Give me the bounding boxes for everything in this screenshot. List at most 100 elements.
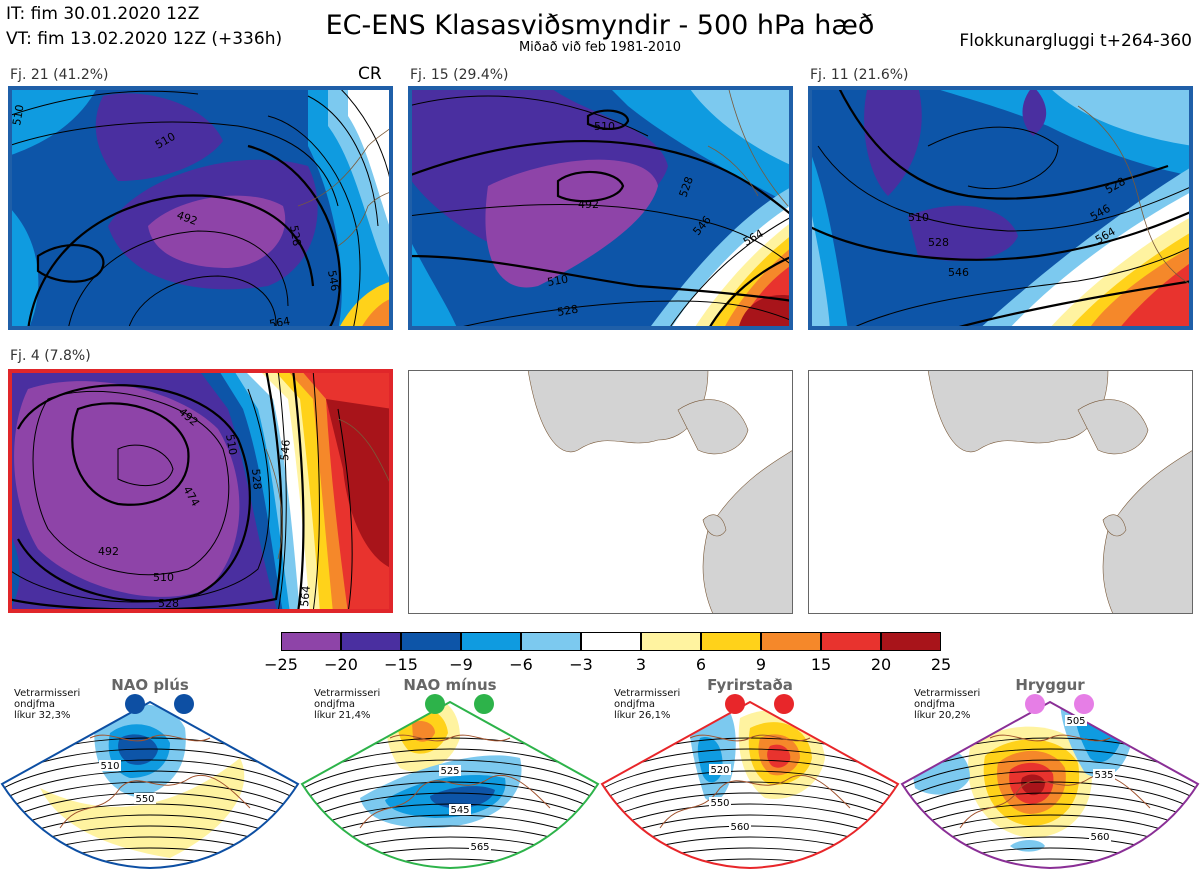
regime-marker xyxy=(474,694,494,714)
height-contour xyxy=(302,792,598,824)
regime-contour-label: 505 xyxy=(1066,716,1085,727)
height-contour xyxy=(602,759,898,791)
height-contour xyxy=(902,858,1198,868)
contour-label: 492 xyxy=(98,545,119,558)
regime-map: 525 545 565 NAO mínus Vetrarmisseri ondjfma … xyxy=(300,676,600,871)
fan-border xyxy=(900,700,1200,870)
height-contour xyxy=(602,858,898,868)
height-contour xyxy=(2,759,298,791)
colorbar-tick-label: −20 xyxy=(324,655,358,674)
regime-map: 505 535 560 Hryggur Vetrarmisseri ondjfma lí… xyxy=(900,676,1200,871)
regime-contour-label: 520 xyxy=(710,765,729,776)
colorbar-tick-label: 25 xyxy=(930,655,952,674)
contour-label: 510 xyxy=(908,211,929,224)
contour-label: 528 xyxy=(249,468,264,490)
coastline xyxy=(959,734,1151,829)
regime-fan-map: 525 545 565 xyxy=(300,694,600,870)
contour-label-bg xyxy=(99,760,121,771)
regime-probability-note: Vetrarmisseri ondjfma líkur 32,3% xyxy=(14,688,81,721)
fan-border xyxy=(300,700,600,870)
regime-contour-label: 560 xyxy=(1090,832,1109,843)
panel-frame xyxy=(8,86,393,330)
contour-label-bg xyxy=(134,793,156,804)
colorbar-tick-label: 3 xyxy=(635,655,647,674)
colorbar-bin xyxy=(281,632,341,651)
colorbar-bin xyxy=(761,632,821,651)
contour-label: 510 xyxy=(10,104,26,127)
regime-contour-label: 535 xyxy=(1094,770,1113,781)
colorbar-tick-label: −15 xyxy=(384,655,418,674)
height-contour xyxy=(302,781,598,813)
height-contour xyxy=(902,770,1198,802)
regime-fan-map: 520 550 560 xyxy=(600,694,900,870)
regime-marker xyxy=(725,694,745,714)
contour-label: 546 xyxy=(325,269,341,292)
regime-contour-label: 525 xyxy=(440,766,459,777)
empty-map-5 xyxy=(408,370,793,614)
height-contour xyxy=(602,792,898,824)
chart-title: EC-ENS Klasasviðsmyndir - 500 hPa hæð xyxy=(325,10,875,41)
cluster-title-2: Fj. 15 (29.4%) xyxy=(410,67,509,83)
valid-time: VT: fim 13.02.2020 12Z (+336h) xyxy=(6,29,283,49)
contour-label-bg xyxy=(1065,715,1087,726)
regime-probability-note: Vetrarmisseri ondjfma líkur 21,4% xyxy=(314,688,381,721)
regime-probability-note: Vetrarmisseri ondjfma líkur 20,2% xyxy=(914,688,981,721)
coastline xyxy=(359,734,551,829)
height-contour xyxy=(602,781,898,813)
regime-name: NAO mínus xyxy=(403,676,497,694)
colorbar-bin xyxy=(581,632,641,651)
regime-probability-note: Vetrarmisseri ondjfma líkur 26,1% xyxy=(614,688,681,721)
cluster-map-1: 510 492 528 546 564 510 xyxy=(8,86,393,330)
contour-label: 546 xyxy=(948,266,969,279)
regime-marker xyxy=(174,694,194,714)
cluster-map-4: 492 474 510 528 546 564 492 510 528 xyxy=(8,369,393,613)
height-contour xyxy=(902,792,1198,824)
height-contour xyxy=(602,770,898,802)
contour-label: 546 xyxy=(278,439,293,461)
colorbar-tick-label: −3 xyxy=(569,655,593,674)
cluster-map-3: 510 528 546 564 528 546 xyxy=(808,86,1193,330)
height-contour xyxy=(302,858,598,868)
colorbar-bin xyxy=(641,632,701,651)
coastline xyxy=(59,734,251,829)
regime-fan-map: 505 535 560 xyxy=(900,694,1200,870)
panel-frame xyxy=(408,86,793,330)
regime-marker xyxy=(1025,694,1045,714)
height-contour xyxy=(2,770,298,802)
contour-label: 510 xyxy=(546,273,569,289)
colorbar-tick-label: 15 xyxy=(810,655,832,674)
empty-map-6 xyxy=(808,370,1193,614)
chart-subtitle: Miðað við feb 1981-2010 xyxy=(518,40,682,55)
height-contour xyxy=(902,759,1198,791)
contour-label-bg xyxy=(709,797,731,808)
colorbar-tick-label: −6 xyxy=(509,655,533,674)
fan-border xyxy=(600,700,900,870)
colorbar-tick-label: −25 xyxy=(264,655,298,674)
colorbar-tick-label: −9 xyxy=(449,655,473,674)
colorbar-bin xyxy=(821,632,881,651)
contour-label: 528 xyxy=(928,236,949,249)
contour-label-bg xyxy=(439,765,461,776)
anomaly-field xyxy=(430,786,495,809)
regime-name: Fyrirstaða xyxy=(707,676,793,694)
regime-badge: CR xyxy=(358,64,382,84)
regime-marker xyxy=(1074,694,1094,714)
anomaly-field xyxy=(1021,774,1045,796)
colorbar-tick-label: 6 xyxy=(695,655,707,674)
regime-map: 520 550 560 Fyrirstaða Vetrarmisseri ondjfma… xyxy=(600,676,900,871)
colorbar-bin xyxy=(401,632,461,651)
regime-contour-label: 560 xyxy=(730,822,749,833)
contour-label: 528 xyxy=(287,224,303,247)
height-contour xyxy=(2,858,298,868)
colorbar-tick-label: 9 xyxy=(755,655,767,674)
colorbar-bin xyxy=(461,632,521,651)
contour-label-bg xyxy=(1093,769,1115,780)
cluster-title-4: Fj. 4 (7.8%) xyxy=(10,348,91,364)
regime-contour-label: 545 xyxy=(450,805,469,816)
regime-map: 510 550 NAO plús Vetrarmisseri ondjfma líku… xyxy=(0,676,300,871)
colorbar-tick-label: 20 xyxy=(870,655,892,674)
colorbar-bin xyxy=(881,632,941,651)
colorbar-bin xyxy=(521,632,581,651)
anomaly-field xyxy=(118,734,158,765)
height-contour xyxy=(902,781,1198,813)
